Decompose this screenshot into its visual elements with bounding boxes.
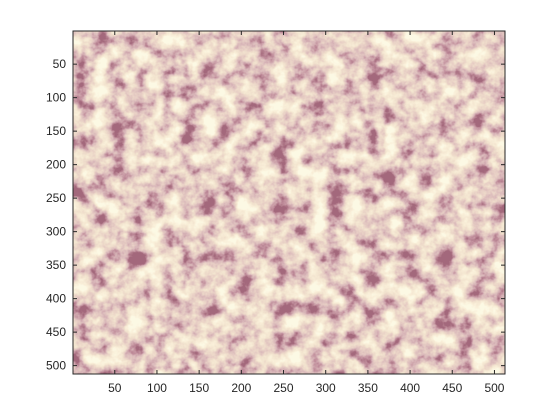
x-tick-label: 400 bbox=[400, 381, 420, 395]
x-axis-ticks: 50 100 150 200 250 300 350 400 450 500 bbox=[108, 31, 505, 395]
x-tick-label: 300 bbox=[316, 381, 336, 395]
y-tick-label: 400 bbox=[46, 292, 66, 306]
heatmap-image bbox=[73, 31, 505, 374]
axes-box bbox=[72, 30, 506, 375]
y-tick-label: 100 bbox=[46, 91, 66, 105]
y-tick-label: 250 bbox=[46, 191, 66, 205]
y-tick-label: 350 bbox=[46, 258, 66, 272]
y-tick-label: 500 bbox=[46, 359, 66, 373]
y-tick-label: 200 bbox=[46, 158, 66, 172]
y-tick-label: 300 bbox=[46, 225, 66, 239]
x-tick-label: 200 bbox=[231, 381, 251, 395]
x-tick-label: 500 bbox=[484, 381, 504, 395]
y-tick-label: 450 bbox=[46, 325, 66, 339]
x-tick-label: 250 bbox=[274, 381, 294, 395]
x-tick-label: 150 bbox=[189, 381, 209, 395]
y-tick-label: 50 bbox=[53, 57, 67, 71]
heatmap-texture bbox=[73, 31, 505, 374]
x-tick-label: 450 bbox=[442, 381, 462, 395]
x-tick-label: 350 bbox=[358, 381, 378, 395]
y-tick-label: 150 bbox=[46, 124, 66, 138]
y-axis-ticks: 50 100 150 200 250 300 350 400 450 500 bbox=[46, 57, 505, 373]
x-tick-label: 100 bbox=[147, 381, 167, 395]
x-tick-label: 50 bbox=[108, 381, 122, 395]
